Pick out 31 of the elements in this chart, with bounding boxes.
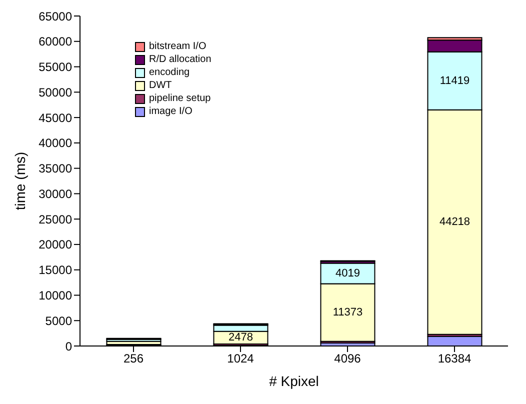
x-tick-label: 16384 [438, 352, 472, 366]
y-axis-title: time (ms) [12, 152, 28, 210]
x-tick-label: 256 [123, 352, 144, 366]
data-label: 11373 [332, 306, 363, 319]
legend-label: DWT [149, 80, 172, 91]
y-tick-label: 0 [65, 339, 72, 354]
y-tick-label: 30000 [38, 186, 72, 201]
legend-label: encoding [149, 67, 190, 78]
x-axis-title: # Kpixel [269, 373, 319, 389]
legend-label: R/D allocation [149, 54, 212, 65]
data-label: 44218 [439, 216, 470, 228]
y-tick-label: 55000 [38, 60, 72, 74]
data-label: 4019 [336, 267, 360, 280]
y-tick-label: 65000 [38, 9, 72, 24]
y-tick-label: 50000 [38, 85, 72, 100]
y-tick-label: 5000 [45, 314, 72, 328]
y-tick-label: 10000 [38, 288, 72, 302]
y-tick-label: 40000 [38, 136, 72, 150]
data-label: 11419 [440, 74, 470, 87]
y-tick-label: 20000 [38, 238, 72, 252]
y-tick-label: 35000 [38, 162, 72, 176]
legend-label: image I/O [149, 106, 192, 117]
x-tick-label: 4096 [334, 352, 362, 366]
y-tick-label: 25000 [38, 212, 72, 226]
y-tick-label: 60000 [38, 34, 72, 49]
y-tick-label: 15000 [38, 263, 72, 278]
legend-label: pipeline setup [149, 93, 211, 104]
data-label: 2478 [228, 332, 253, 344]
legend-label: bitstream I/O [149, 41, 206, 52]
y-tick-label: 45000 [38, 110, 72, 125]
x-tick-label: 1024 [227, 352, 254, 366]
